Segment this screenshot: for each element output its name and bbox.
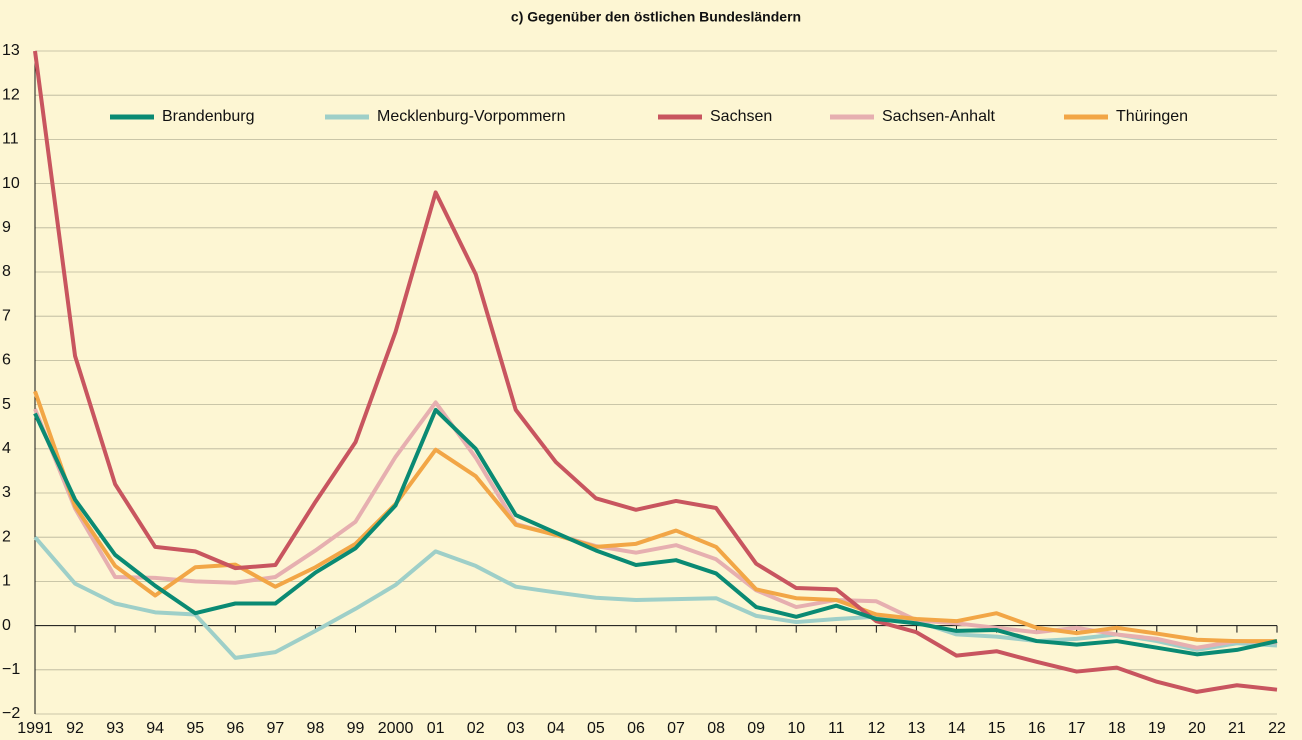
x-tick-label: 93 <box>106 720 124 737</box>
chart-title: c) Gegenüber den östlichen Bundesländern <box>511 9 801 25</box>
x-tick-label: 12 <box>867 720 885 737</box>
y-tick-label: 9 <box>2 219 11 236</box>
x-tick-label: 05 <box>587 720 605 737</box>
y-tick-label: 3 <box>2 484 11 501</box>
x-tick-label: 16 <box>1028 720 1046 737</box>
x-tick-label: 20 <box>1188 720 1206 737</box>
x-tick-label: 1991 <box>17 720 53 737</box>
x-tick-label: 22 <box>1268 720 1286 737</box>
x-tick-label: 2000 <box>378 720 414 737</box>
y-tick-label: 13 <box>2 42 20 59</box>
y-tick-label: −1 <box>2 661 20 678</box>
legend-label: Thüringen <box>1116 108 1188 125</box>
legend-label: Sachsen <box>710 108 772 125</box>
y-tick-label: 6 <box>2 352 11 369</box>
legend-label: Brandenburg <box>162 108 255 125</box>
y-tick-label: 11 <box>2 131 19 148</box>
y-tick-label: 10 <box>2 175 20 192</box>
y-tick-label: 1 <box>2 573 11 590</box>
x-tick-label: 11 <box>828 720 845 737</box>
x-tick-label: 98 <box>307 720 325 737</box>
legend-label: Sachsen-Anhalt <box>882 108 996 125</box>
line <box>33 390 1277 644</box>
x-tick-label: 15 <box>988 720 1006 737</box>
y-tick-label: 5 <box>2 396 11 413</box>
x-tick-label: 13 <box>908 720 926 737</box>
x-tick-label: 14 <box>948 720 966 737</box>
x-tick-label: 09 <box>747 720 765 737</box>
line <box>33 407 1278 657</box>
x-tick-label: 17 <box>1068 720 1086 737</box>
x-tick-label: 92 <box>66 720 84 737</box>
x-tick-label: 94 <box>146 720 164 737</box>
x-tick-label: 04 <box>547 720 565 737</box>
y-tick-label: 0 <box>2 617 11 634</box>
y-tick-label: 4 <box>2 440 11 457</box>
x-tick-label: 95 <box>186 720 204 737</box>
x-tick-label: 07 <box>667 720 685 737</box>
x-tick-label: 01 <box>427 720 445 737</box>
line <box>33 50 1278 694</box>
y-tick-label: 2 <box>2 528 11 545</box>
x-tick-label: 02 <box>467 720 485 737</box>
x-tick-label: 10 <box>787 720 805 737</box>
x-tick-label: 19 <box>1148 720 1166 737</box>
x-tick-label: 08 <box>707 720 725 737</box>
x-tick-label: 06 <box>627 720 645 737</box>
x-tick-label: 96 <box>226 720 244 737</box>
x-tick-label: 21 <box>1228 720 1246 737</box>
line <box>33 535 1278 660</box>
y-tick-label: 8 <box>2 263 11 280</box>
x-tick-label: 99 <box>347 720 365 737</box>
line <box>33 400 1278 650</box>
y-tick-label: −2 <box>2 705 20 722</box>
legend-label: Mecklenburg-Vorpommern <box>377 108 566 125</box>
x-tick-label: 18 <box>1108 720 1126 737</box>
y-tick-label: 12 <box>2 86 20 103</box>
x-tick-label: 97 <box>266 720 284 737</box>
x-tick-label: 03 <box>507 720 525 737</box>
y-tick-label: 7 <box>2 307 11 324</box>
